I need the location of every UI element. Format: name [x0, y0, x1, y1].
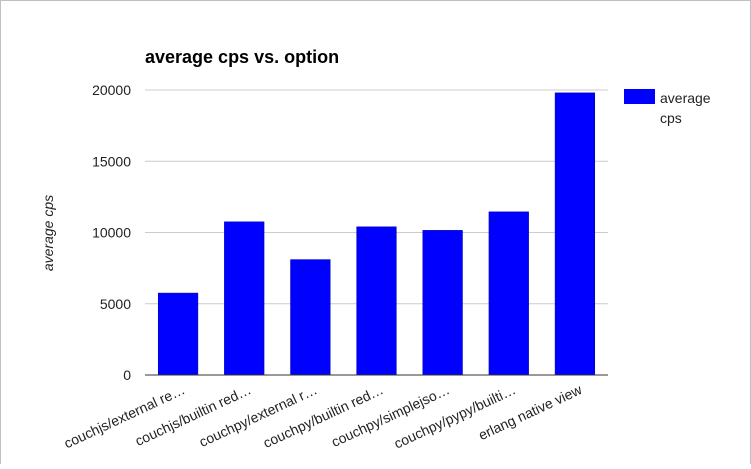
legend-label-line-2: cps	[660, 110, 682, 126]
bar-3	[290, 259, 331, 376]
y-axis-ticks: 0 5000 10000 15000 20000	[92, 82, 131, 383]
x-tick-label: couchpy/pypy/builti…	[391, 381, 518, 451]
bar-5	[422, 230, 463, 376]
x-tick-label: couchpy/external r…	[196, 381, 319, 450]
x-tick-label: couchjs/builtin red…	[132, 381, 253, 449]
chart-title: average cps vs. option	[145, 47, 339, 67]
bar-4	[356, 226, 397, 376]
bars	[157, 92, 596, 376]
x-tick-label: couchpy/simplejso…	[329, 381, 452, 450]
y-tick-label: 15000	[92, 153, 131, 169]
y-tick-label: 20000	[92, 82, 131, 98]
legend: average cps	[624, 89, 711, 126]
x-tick-label: couchpy/builtin red…	[261, 381, 386, 451]
y-tick-label: 5000	[100, 296, 131, 312]
y-axis-label: average cps	[40, 195, 56, 271]
y-tick-label: 10000	[92, 225, 131, 241]
bar-7	[554, 92, 596, 376]
x-axis-ticks: couchjs/external re…couchjs/builtin red……	[61, 381, 585, 452]
bar-6	[488, 211, 529, 376]
y-tick-label: 0	[123, 367, 131, 383]
legend-swatch	[624, 89, 655, 104]
legend-label-line-1: average	[660, 90, 711, 106]
bar-2	[224, 221, 265, 376]
x-tick-label: couchjs/external re…	[61, 381, 187, 451]
bar-1	[157, 292, 199, 376]
